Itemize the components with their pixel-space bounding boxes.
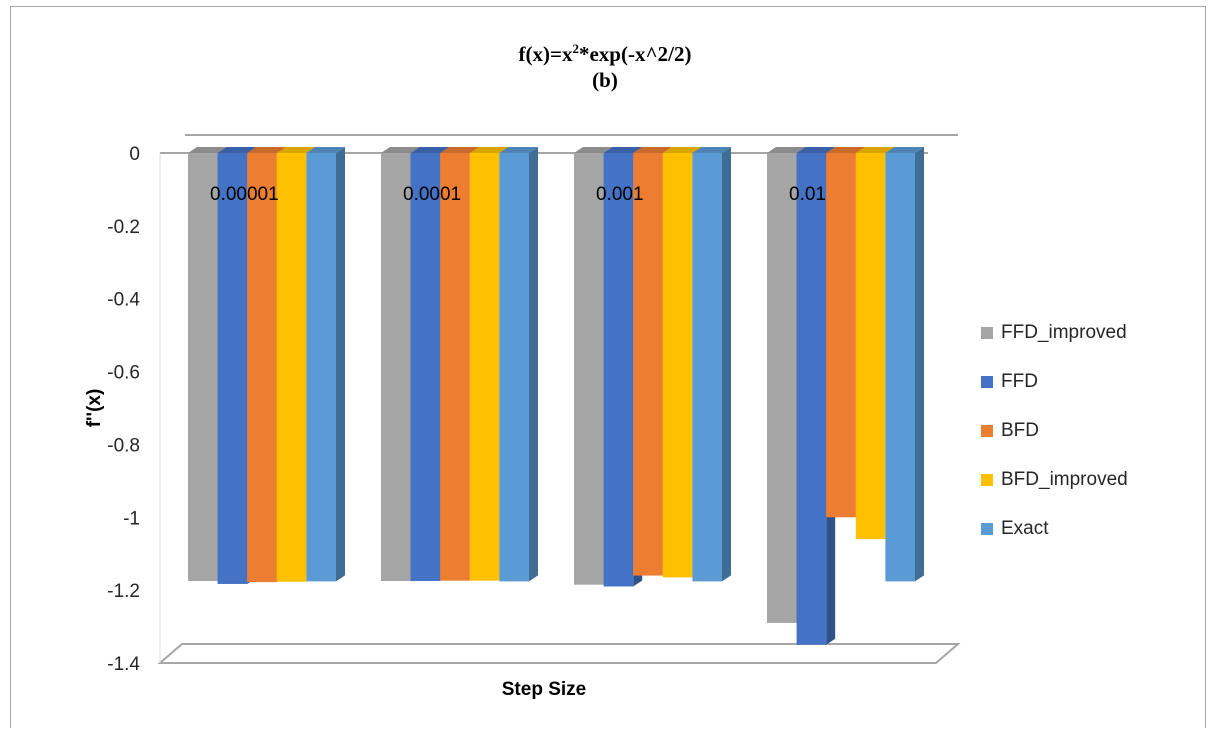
bar <box>796 153 827 645</box>
bar <box>574 153 604 585</box>
bar <box>440 153 470 581</box>
bar-top <box>885 147 924 153</box>
bar-top <box>410 147 450 153</box>
legend-item: FFD <box>981 357 1128 406</box>
x-axis-label: Step Size <box>502 679 586 700</box>
legend-swatch <box>981 522 993 535</box>
bar-side <box>529 147 538 582</box>
bar <box>855 153 886 540</box>
bar <box>276 153 307 582</box>
category-label: 0.01 <box>789 184 826 205</box>
bar-side <box>915 147 924 582</box>
legend-label: BFD_improved <box>1001 468 1128 490</box>
bar <box>217 153 248 584</box>
legend-item: FFD_improved <box>981 308 1128 357</box>
bar-top <box>633 147 672 153</box>
bar-top <box>306 147 345 153</box>
bar <box>469 153 500 581</box>
y-tick-label: 0 <box>129 144 140 165</box>
bar-top <box>796 147 836 153</box>
bar <box>188 153 218 582</box>
bar <box>633 153 663 576</box>
legend-item: BFD <box>981 406 1128 455</box>
bar-top <box>767 147 806 153</box>
bar <box>767 153 797 623</box>
y-tick-label: -0.4 <box>107 290 140 311</box>
legend-swatch <box>981 424 993 437</box>
bar <box>306 153 336 582</box>
bar-top <box>276 147 316 153</box>
legend-swatch <box>981 326 993 339</box>
bar <box>826 153 856 518</box>
legend: FFD_improved FFD BFD BFD_improved Exact <box>981 308 1128 553</box>
y-axis-label: f''(x) <box>84 389 105 428</box>
bar <box>381 153 411 582</box>
category-label: 0.00001 <box>210 184 279 205</box>
bar-top <box>574 147 613 153</box>
bar-top <box>855 147 895 153</box>
chart-subtitle: (b) <box>592 68 618 92</box>
legend-swatch <box>981 375 993 388</box>
bar-top <box>603 147 643 153</box>
legend-label: BFD <box>1001 419 1039 441</box>
bar <box>692 153 722 582</box>
bar-top <box>440 147 479 153</box>
legend-label: Exact <box>1001 517 1049 539</box>
bar-top <box>692 147 731 153</box>
legend-item: Exact <box>981 504 1128 553</box>
bar-side <box>336 147 345 582</box>
chart-floor <box>157 643 961 664</box>
legend-label: FFD <box>1001 370 1038 392</box>
y-tick-label: -1.4 <box>107 654 140 675</box>
chart-frame <box>10 6 1206 728</box>
bar-top <box>381 147 420 153</box>
bar <box>603 153 634 587</box>
bar-top <box>188 147 227 153</box>
bar <box>885 153 915 582</box>
bar <box>410 153 441 582</box>
y-tick-label: -0.6 <box>107 363 140 384</box>
bar-top <box>826 147 865 153</box>
bar <box>247 153 277 583</box>
bar-top <box>217 147 257 153</box>
bar-side <box>722 147 731 582</box>
y-tick-label: -1 <box>123 508 140 529</box>
bar-top <box>469 147 509 153</box>
legend-swatch <box>981 473 993 486</box>
y-tick-label: -1.2 <box>107 581 140 602</box>
y-tick-label: -0.2 <box>107 217 140 238</box>
category-label: 0.0001 <box>403 184 461 205</box>
chart-title: f(x)=x2*exp(-x^2/2) (b) <box>0 36 1210 93</box>
legend-label: FFD_improved <box>1001 321 1127 343</box>
bar <box>662 153 693 578</box>
bar-top <box>662 147 702 153</box>
legend-item: BFD_improved <box>981 455 1128 504</box>
bar <box>499 153 529 582</box>
category-label: 0.001 <box>596 184 644 205</box>
y-tick-label: -0.8 <box>107 435 140 456</box>
bar-top <box>499 147 538 153</box>
bar-top <box>247 147 286 153</box>
